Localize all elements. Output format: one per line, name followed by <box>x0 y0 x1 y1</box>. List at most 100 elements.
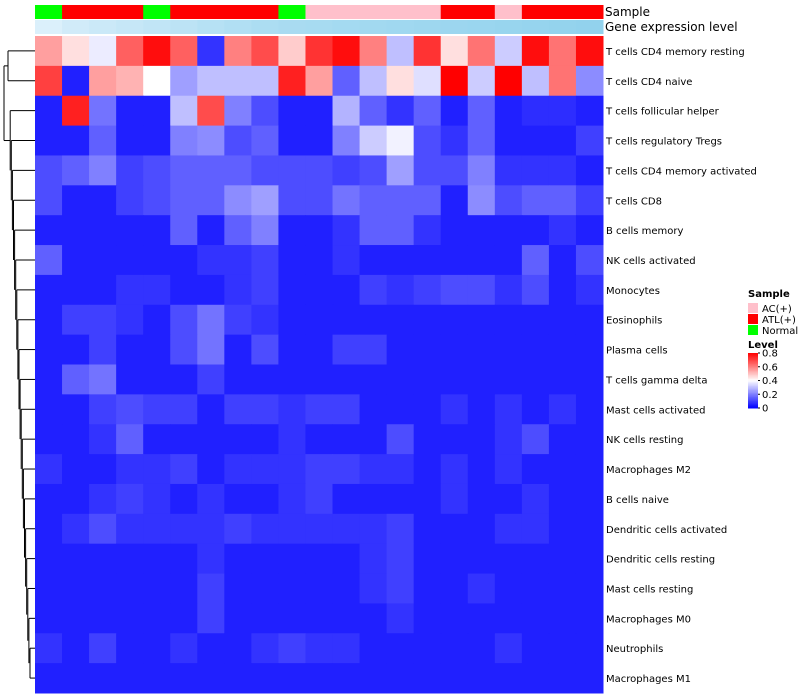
heatmap-cell <box>575 125 604 156</box>
expression-annotation-cell <box>575 20 604 34</box>
sample-annotation-cell <box>305 5 334 19</box>
heatmap-cell <box>224 424 252 455</box>
row-dendrogram <box>3 50 35 679</box>
heatmap-cell <box>305 274 334 306</box>
heatmap-cell <box>305 394 334 425</box>
heatmap-cell <box>116 513 144 545</box>
heatmap-cell <box>89 663 117 694</box>
sample-annotation-cell <box>332 5 361 19</box>
heatmap-cell <box>494 125 523 156</box>
heatmap-cell <box>143 185 171 216</box>
heatmap-cell <box>494 215 523 246</box>
heatmap-cell <box>116 424 144 455</box>
heatmap-cell <box>413 364 442 395</box>
heatmap-cell <box>89 633 117 664</box>
heatmap-cell <box>440 215 469 246</box>
heatmap-cell <box>575 633 604 664</box>
heatmap-cell <box>251 304 279 336</box>
heatmap-cell <box>278 334 306 365</box>
heatmap-cell <box>359 65 388 97</box>
heatmap-cell <box>116 36 144 67</box>
heatmap-cell <box>35 95 63 127</box>
heatmap-cell <box>35 185 63 216</box>
heatmap-cell <box>359 424 388 455</box>
heatmap-cell <box>197 394 225 425</box>
heatmap-cell <box>143 454 171 485</box>
sample-annotation-cell <box>62 5 90 19</box>
colorbar-segment <box>748 364 758 366</box>
heatmap-cell <box>359 304 388 336</box>
heatmap-cell <box>251 245 279 276</box>
heatmap-cell <box>116 483 144 515</box>
heatmap-cell <box>116 274 144 306</box>
heatmap-cell <box>386 513 415 545</box>
heatmap-cell <box>251 513 279 545</box>
colorbar-tick-label: 0.6 <box>762 362 778 373</box>
heatmap-cell <box>278 155 306 186</box>
heatmap-cell <box>386 424 415 455</box>
heatmap-cell <box>197 364 225 395</box>
heatmap-cell <box>35 334 63 365</box>
heatmap-cell <box>62 155 90 186</box>
heatmap-cell <box>494 334 523 365</box>
heatmap-cell <box>116 334 144 365</box>
heatmap-cell <box>62 364 90 395</box>
expression-annotation-cell <box>170 20 198 34</box>
heatmap-cell <box>521 364 550 395</box>
heatmap-cell <box>359 155 388 186</box>
heatmap-cell <box>548 185 577 216</box>
heatmap-cell <box>386 663 415 694</box>
heatmap-cell <box>62 394 90 425</box>
heatmap-cell <box>386 633 415 664</box>
row-label: Eosinophils <box>606 316 662 327</box>
heatmap-cell <box>494 483 523 515</box>
heatmap-cell <box>413 155 442 186</box>
heatmap-cell <box>143 215 171 246</box>
heatmap-cell <box>440 334 469 365</box>
colorbar-segment <box>748 377 758 380</box>
heatmap-cell <box>440 513 469 545</box>
heatmap-cell <box>575 215 604 246</box>
heatmap-cell <box>548 155 577 186</box>
heatmap-cell <box>170 633 198 664</box>
heatmap-cell <box>386 304 415 336</box>
heatmap-cell <box>575 334 604 365</box>
heatmap-cell <box>548 454 577 485</box>
heatmap-cell <box>548 394 577 425</box>
heatmap-cell <box>35 513 63 545</box>
heatmap-cell <box>440 274 469 306</box>
heatmap-cell <box>332 394 361 425</box>
heatmap-cell <box>35 65 63 97</box>
heatmap-cell <box>278 454 306 485</box>
row-label: B cells naive <box>606 495 669 506</box>
heatmap-cell <box>548 304 577 336</box>
row-label: T cells CD4 memory resting <box>605 47 745 58</box>
heatmap-cell <box>278 513 306 545</box>
colorbar-segment <box>748 394 758 397</box>
heatmap-cell <box>332 334 361 365</box>
heatmap-cell <box>305 483 334 515</box>
row-label: B cells memory <box>606 226 683 237</box>
heatmap-cell <box>116 95 144 127</box>
expression-annotation-cell <box>251 20 279 34</box>
heatmap-cell <box>35 245 63 276</box>
heatmap-cell <box>521 633 550 664</box>
colorbar-segment <box>748 381 758 384</box>
heatmap-cell <box>413 215 442 246</box>
colorbar-segment <box>748 365 758 368</box>
heatmap-cell <box>224 573 252 604</box>
heatmap-cell <box>170 334 198 365</box>
heatmap-cell <box>359 334 388 365</box>
colorbar-segment <box>748 384 758 387</box>
heatmap-cell <box>440 543 469 575</box>
expression-annotation-cell <box>494 20 523 34</box>
colorbar-segment <box>748 375 758 377</box>
heatmap-cell <box>305 245 334 276</box>
heatmap-cell <box>170 573 198 604</box>
sample-annotation-cell <box>224 5 252 19</box>
heatmap-cell <box>521 125 550 156</box>
heatmap-cell <box>251 573 279 604</box>
heatmap-cell <box>548 364 577 395</box>
heatmap-cell <box>548 215 577 246</box>
